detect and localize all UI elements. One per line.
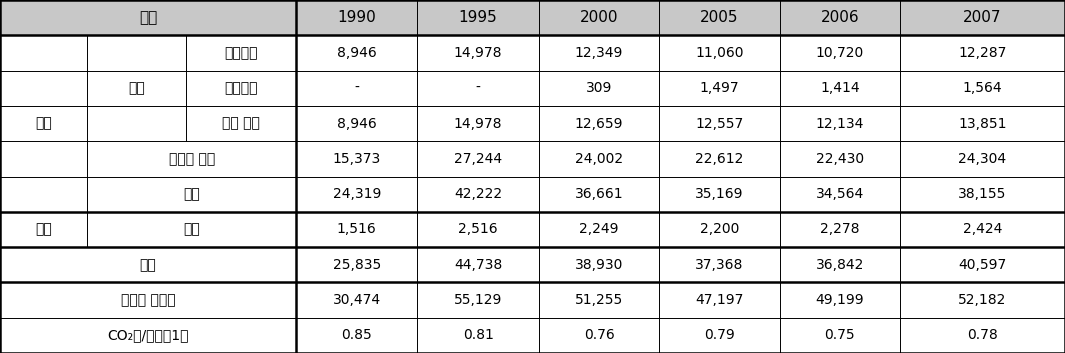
Text: 37,368: 37,368	[695, 258, 743, 272]
Bar	[0, 282, 1065, 318]
Text: 2,278: 2,278	[820, 222, 859, 237]
Bar	[0, 176, 1065, 212]
Text: 8,946: 8,946	[337, 46, 377, 60]
Bar	[0, 141, 1065, 176]
Text: 24,319: 24,319	[332, 187, 381, 201]
Text: 2005: 2005	[700, 10, 739, 25]
Text: 1,414: 1,414	[820, 81, 859, 95]
Text: 11,060: 11,060	[695, 46, 743, 60]
Text: 36,842: 36,842	[816, 258, 864, 272]
Text: 1,497: 1,497	[700, 81, 739, 95]
Text: 시멘트 생산량: 시멘트 생산량	[120, 293, 176, 307]
Bar	[0, 35, 1065, 71]
Bar	[0, 318, 1065, 353]
Text: 47,197: 47,197	[695, 293, 743, 307]
Text: 15,373: 15,373	[332, 152, 381, 166]
Text: 8,946: 8,946	[337, 116, 377, 131]
Text: CO₂톤/시멘트1톤: CO₂톤/시멘트1톤	[108, 328, 189, 342]
Bar	[0, 212, 1065, 247]
Text: -: -	[476, 81, 480, 95]
Text: 1,564: 1,564	[963, 81, 1002, 95]
Text: 연료 소계: 연료 소계	[223, 116, 260, 131]
Text: 27,244: 27,244	[454, 152, 503, 166]
Text: 1995: 1995	[459, 10, 497, 25]
Bar	[0, 247, 1065, 282]
Text: 0.79: 0.79	[704, 328, 735, 342]
Text: 12,557: 12,557	[695, 116, 743, 131]
Text: 52,182: 52,182	[958, 293, 1006, 307]
Text: 화석연료: 화석연료	[225, 46, 258, 60]
Text: 0.75: 0.75	[824, 328, 855, 342]
Text: 42,222: 42,222	[454, 187, 503, 201]
Text: 0.85: 0.85	[342, 328, 372, 342]
Text: 22,430: 22,430	[816, 152, 864, 166]
Text: 12,287: 12,287	[958, 46, 1006, 60]
Text: 24,304: 24,304	[958, 152, 1006, 166]
Text: 12,349: 12,349	[575, 46, 623, 60]
Text: 13,851: 13,851	[958, 116, 1006, 131]
Text: 2000: 2000	[579, 10, 619, 25]
Text: 1,516: 1,516	[337, 222, 377, 237]
Text: 35,169: 35,169	[695, 187, 743, 201]
Text: 51,255: 51,255	[575, 293, 623, 307]
Text: 10,720: 10,720	[816, 46, 864, 60]
Text: 22,612: 22,612	[695, 152, 743, 166]
Text: 2006: 2006	[820, 10, 859, 25]
Text: 49,199: 49,199	[816, 293, 864, 307]
Text: 14,978: 14,978	[454, 116, 503, 131]
Text: 14,978: 14,978	[454, 46, 503, 60]
Text: 309: 309	[586, 81, 612, 95]
Text: 2007: 2007	[963, 10, 1002, 25]
Text: 12,659: 12,659	[575, 116, 623, 131]
Text: 소계: 소계	[183, 187, 200, 201]
Bar	[0, 106, 1065, 141]
Text: 34,564: 34,564	[816, 187, 864, 201]
Text: 간접: 간접	[35, 222, 52, 237]
Text: 24,002: 24,002	[575, 152, 623, 166]
Text: 0.81: 0.81	[463, 328, 493, 342]
Text: 25,835: 25,835	[332, 258, 381, 272]
Text: 2,249: 2,249	[579, 222, 619, 237]
Text: 55,129: 55,129	[454, 293, 503, 307]
Text: 0.78: 0.78	[967, 328, 998, 342]
Text: -: -	[355, 81, 359, 95]
Text: 38,155: 38,155	[958, 187, 1006, 201]
Text: 40,597: 40,597	[958, 258, 1006, 272]
Text: 30,474: 30,474	[332, 293, 381, 307]
Text: 1990: 1990	[338, 10, 376, 25]
Text: 44,738: 44,738	[454, 258, 503, 272]
Text: 직접: 직접	[35, 116, 52, 131]
Bar	[0, 0, 1065, 35]
Text: 2,424: 2,424	[963, 222, 1002, 237]
Text: 2,516: 2,516	[458, 222, 498, 237]
Text: 탈탄산 공정: 탈탄산 공정	[168, 152, 215, 166]
Text: 36,661: 36,661	[575, 187, 623, 201]
Text: 38,930: 38,930	[575, 258, 623, 272]
Bar	[0, 71, 1065, 106]
Text: 전력: 전력	[183, 222, 200, 237]
Text: 연료: 연료	[129, 81, 145, 95]
Text: 0.76: 0.76	[584, 328, 615, 342]
Text: 총계: 총계	[140, 258, 157, 272]
Text: 구분: 구분	[138, 10, 158, 25]
Text: 2,200: 2,200	[700, 222, 739, 237]
Text: 12,134: 12,134	[816, 116, 864, 131]
Text: 대체연료: 대체연료	[225, 81, 258, 95]
